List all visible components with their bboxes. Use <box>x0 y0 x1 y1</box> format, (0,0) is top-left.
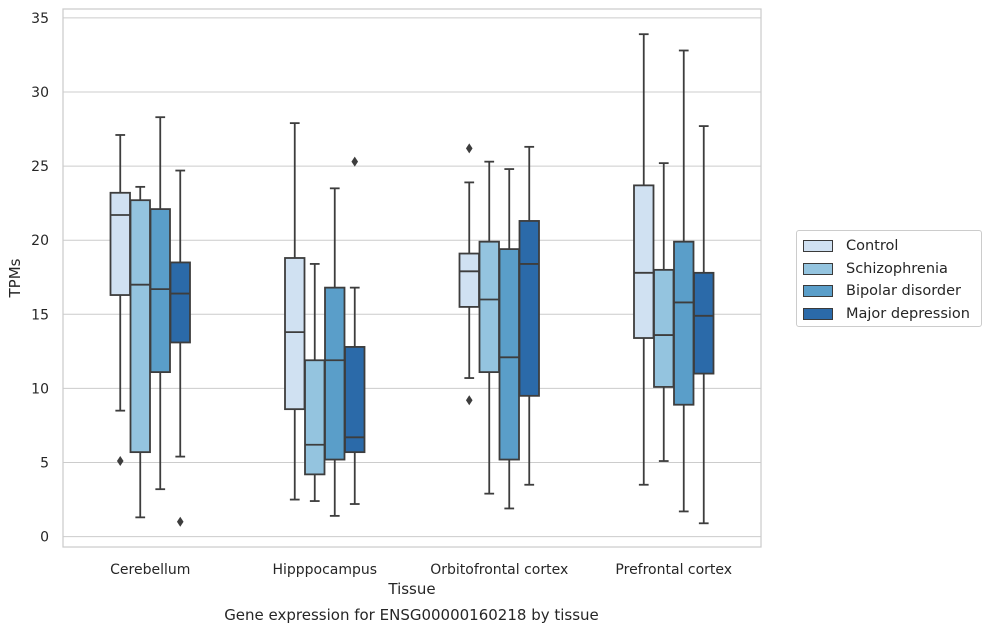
box-group <box>693 125 715 525</box>
y-tick-label: 25 <box>31 159 49 175</box>
box <box>129 199 151 454</box>
y-tick-label: 0 <box>40 530 49 546</box>
chart-caption: Gene expression for ENSG00000160218 by t… <box>224 606 599 624</box>
outlier-point <box>351 156 359 167</box>
box-group <box>653 162 675 462</box>
box-group <box>149 116 171 491</box>
x-tick-label: Orbitofrontal cortex <box>430 562 568 578</box>
box <box>304 359 326 476</box>
legend-swatch <box>803 307 833 320</box>
box <box>653 268 675 388</box>
boxes-layer <box>109 33 715 527</box>
box <box>109 191 131 296</box>
outlier-point <box>465 395 473 406</box>
y-tick-label: 5 <box>40 456 49 472</box>
legend-swatch <box>803 285 833 298</box>
x-tick-label: Prefrontal cortex <box>615 562 732 578</box>
legend-swatch <box>803 262 833 275</box>
legend-label: Major depression <box>846 305 970 322</box>
legend-label: Control <box>846 238 899 255</box>
y-tick-label: 15 <box>31 307 49 323</box>
y-tick-label: 20 <box>31 233 49 249</box>
box-group <box>498 168 520 510</box>
y-axis-label: TPMs <box>6 258 24 298</box>
legend-label: Bipolar disorder <box>846 283 961 300</box>
box-group <box>633 33 655 486</box>
box-group <box>169 169 191 527</box>
box-group <box>284 122 306 501</box>
legend-label: Schizophrenia <box>846 260 948 277</box>
box-group <box>129 185 151 519</box>
legend-item: Control <box>803 235 981 258</box>
box <box>498 248 520 461</box>
box <box>673 240 695 406</box>
box-group <box>518 145 540 486</box>
box <box>169 261 191 344</box>
legend-swatch <box>803 240 833 253</box>
box <box>344 346 366 454</box>
box-group <box>673 49 695 513</box>
box-group <box>109 134 131 467</box>
x-tick-label: Cerebellum <box>110 562 190 578</box>
plot-frame <box>62 8 762 548</box>
y-tick-label: 10 <box>31 381 49 397</box>
box-group <box>324 187 346 517</box>
outlier-point <box>116 456 124 467</box>
legend-item: Schizophrenia <box>803 258 981 281</box>
box <box>478 240 500 374</box>
x-axis-label: Tissue <box>387 580 435 598</box>
x-tick-label: Hipppocampus <box>272 562 377 578</box>
box <box>693 271 715 375</box>
box <box>633 184 655 339</box>
box-group <box>458 143 480 406</box>
x-tick-labels: Cerebellum Hipppocampus Orbitofrontal cort… <box>110 562 732 578</box>
box <box>518 220 540 397</box>
legend-item: Bipolar disorder <box>803 280 981 303</box>
box-group <box>478 160 500 495</box>
box <box>284 257 306 411</box>
outlier-point <box>465 143 473 154</box>
box-group <box>344 156 366 505</box>
box-group <box>304 263 326 502</box>
box <box>324 286 346 461</box>
legend-item: Major depression <box>803 303 981 326</box>
box <box>458 252 480 308</box>
y-tick-label: 35 <box>31 11 49 27</box>
box <box>149 208 171 374</box>
y-tick-label: 30 <box>31 85 49 101</box>
y-tick-labels: 0 5 10 15 20 25 30 35 <box>31 11 49 546</box>
outlier-point <box>176 516 184 527</box>
legend: Control Schizophrenia Bipolar disorder Majo… <box>796 230 982 327</box>
